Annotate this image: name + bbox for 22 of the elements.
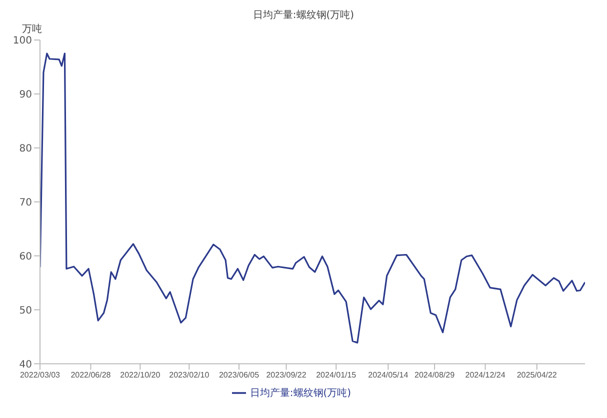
- y-tick-label: 50: [19, 305, 32, 316]
- x-tick-label: 2022/03/03: [20, 370, 61, 380]
- x-tick-label: 2022/10/20: [120, 370, 161, 380]
- legend-label: 日均产量:螺纹钢(万吨): [250, 388, 352, 399]
- y-tick-label: 80: [19, 143, 32, 154]
- y-tick-label: 100: [12, 36, 32, 47]
- y-tick-label: 60: [19, 251, 32, 262]
- x-tick-label: 2025/04/22: [516, 370, 558, 380]
- chart-title: 日均产量:螺纹钢(万吨): [252, 8, 356, 22]
- x-tick-label: 2022/06/28: [70, 370, 112, 380]
- x-tick-label: 2023/06/05: [218, 370, 260, 380]
- y-tick-label: 40: [19, 359, 32, 370]
- x-tick-label: 2023/09/22: [266, 370, 307, 380]
- x-tick-label: 2024/12/24: [465, 370, 506, 380]
- y-tick-label: 70: [19, 197, 32, 208]
- x-tick-label: 2024/01/15: [316, 370, 357, 380]
- y-axis-title: 万吨: [22, 22, 43, 35]
- x-tick-label: 2024/08/29: [414, 370, 456, 380]
- y-tick-label: 90: [19, 90, 32, 101]
- x-tick-label: 2024/05/14: [368, 370, 409, 380]
- line-series: [40, 52, 585, 344]
- x-tick-label: 2023/02/10: [169, 370, 210, 380]
